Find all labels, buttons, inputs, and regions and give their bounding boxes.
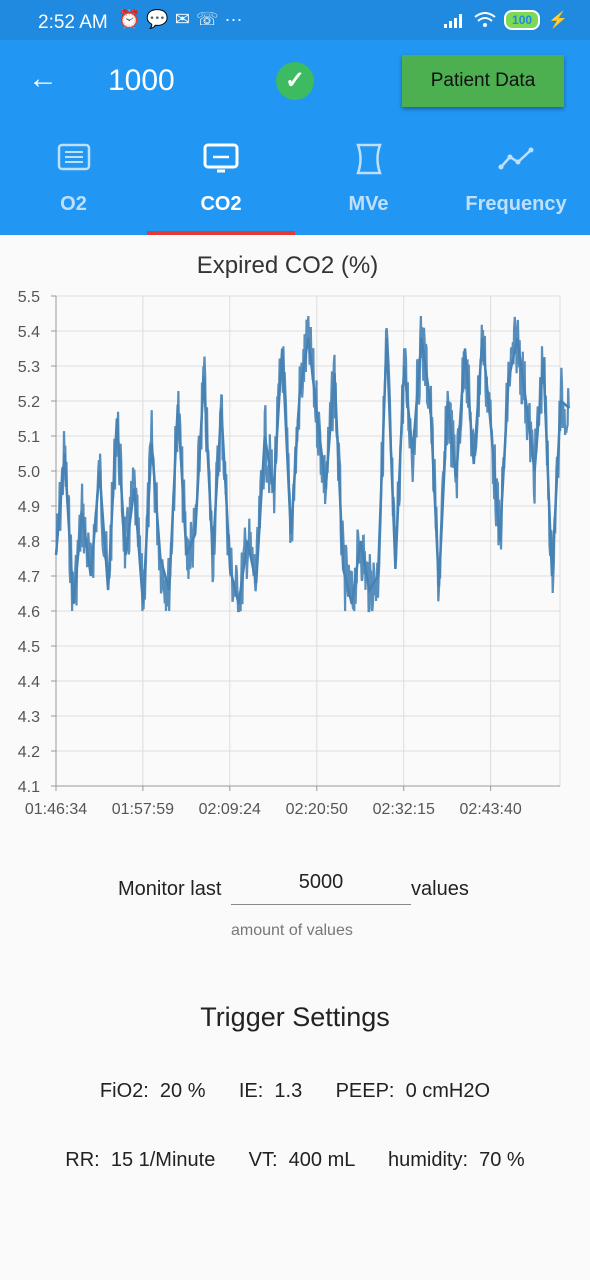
wechat-icon: 💬 [146, 9, 169, 29]
y-tick-label: 4.8 [18, 534, 40, 551]
signal-icon [444, 14, 463, 28]
y-tick-label: 5.1 [18, 429, 40, 446]
system-icons: 100 ⚡ [444, 10, 568, 30]
amount-of-values-input[interactable] [231, 860, 411, 905]
y-tick-label: 5.4 [18, 324, 40, 341]
x-tick-label: 01:46:34 [25, 801, 87, 818]
tab-frequency-label: Frequency [465, 193, 567, 215]
x-tick-label: 01:57:59 [112, 801, 174, 818]
alarm-icon: ⏰ [118, 9, 141, 29]
y-tick-label: 4.7 [18, 569, 40, 586]
y-tick-label: 4.1 [18, 779, 40, 796]
tab-mve-label: MVe [348, 193, 389, 215]
y-tick-label: 5.0 [18, 464, 40, 481]
trigger-settings-row-2: RR: 15 1/Minute VT: 400 mL humidity: 70 … [65, 1149, 525, 1171]
y-tick-label: 4.4 [18, 674, 40, 691]
charging-icon: ⚡ [548, 12, 568, 29]
y-tick-label: 4.2 [18, 744, 40, 761]
missed-call-icon: ☏ [195, 9, 219, 29]
y-tick-label: 4.5 [18, 639, 40, 656]
tab-mve[interactable]: MVe [295, 135, 442, 235]
x-tick-label: 02:20:50 [286, 801, 348, 818]
more-dots-icon: ··· [224, 9, 243, 29]
status-time: 2:52 AM [38, 12, 108, 33]
battery-indicator: 100 [504, 10, 541, 30]
list-icon [57, 143, 90, 171]
monitor-suffix-label: values [411, 878, 469, 900]
monitor-settings: Monitor last values amount of values [0, 860, 590, 950]
x-tick-label: 02:43:40 [459, 801, 521, 818]
wifi-icon [474, 12, 496, 27]
patient-data-button[interactable]: Patient Data [402, 55, 564, 107]
check-circle-icon: ✓ [276, 62, 314, 100]
hourglass-icon [355, 143, 382, 175]
y-tick-label: 5.2 [18, 394, 40, 411]
y-tick-label: 4.6 [18, 604, 40, 621]
chart-title: Expired CO2 (%) [196, 252, 379, 279]
app-bar: ← 1000 ✓ Patient Data O2 CO2 MVe Frequen… [0, 40, 590, 235]
co2-series-line [54, 337, 571, 605]
message-icon: ✉ [174, 9, 190, 29]
tab-o2[interactable]: O2 [0, 135, 147, 235]
status-bar: 2:52 AM ⏰ 💬 ✉ ☏ ··· 100 ⚡ [0, 0, 590, 40]
y-tick-label: 4.9 [18, 499, 40, 516]
y-tick-label: 4.3 [18, 709, 40, 726]
tab-co2-label: CO2 [200, 193, 242, 215]
y-tick-label: 5.5 [18, 289, 40, 306]
tab-co2[interactable]: CO2 [147, 135, 295, 235]
monitor-icon [203, 143, 239, 173]
page-title: 1000 [108, 64, 175, 97]
x-tick-label: 02:32:15 [373, 801, 435, 818]
x-tick-label: 02:09:24 [199, 801, 261, 818]
arrow-left-icon[interactable]: ← [28, 62, 58, 95]
trigger-settings-row-1: FiO2: 20 % IE: 1.3 PEEP: 0 cmH2O [99, 1080, 491, 1102]
tab-bar: O2 CO2 MVe Frequency [0, 135, 590, 235]
active-tab-indicator [147, 231, 295, 235]
tab-frequency[interactable]: Frequency [442, 135, 590, 235]
amount-of-values-hint: amount of values [231, 922, 353, 939]
notification-icons: ⏰ 💬 ✉ ☏ ··· [118, 9, 242, 30]
y-tick-label: 5.3 [18, 359, 40, 376]
co2-line-chart: 5.5 5.4 5.3 5.2 5.1 5.0 4.9 4.8 4.7 4.6 4.5 4.4 4.3 4… [18, 289, 571, 818]
trend-line-icon [498, 147, 534, 170]
co2-noise-trace [54, 315, 570, 613]
monitor-prefix-label: Monitor last [118, 878, 222, 900]
trigger-settings-title: Trigger Settings [200, 1002, 390, 1032]
tab-o2-label: O2 [60, 193, 87, 215]
